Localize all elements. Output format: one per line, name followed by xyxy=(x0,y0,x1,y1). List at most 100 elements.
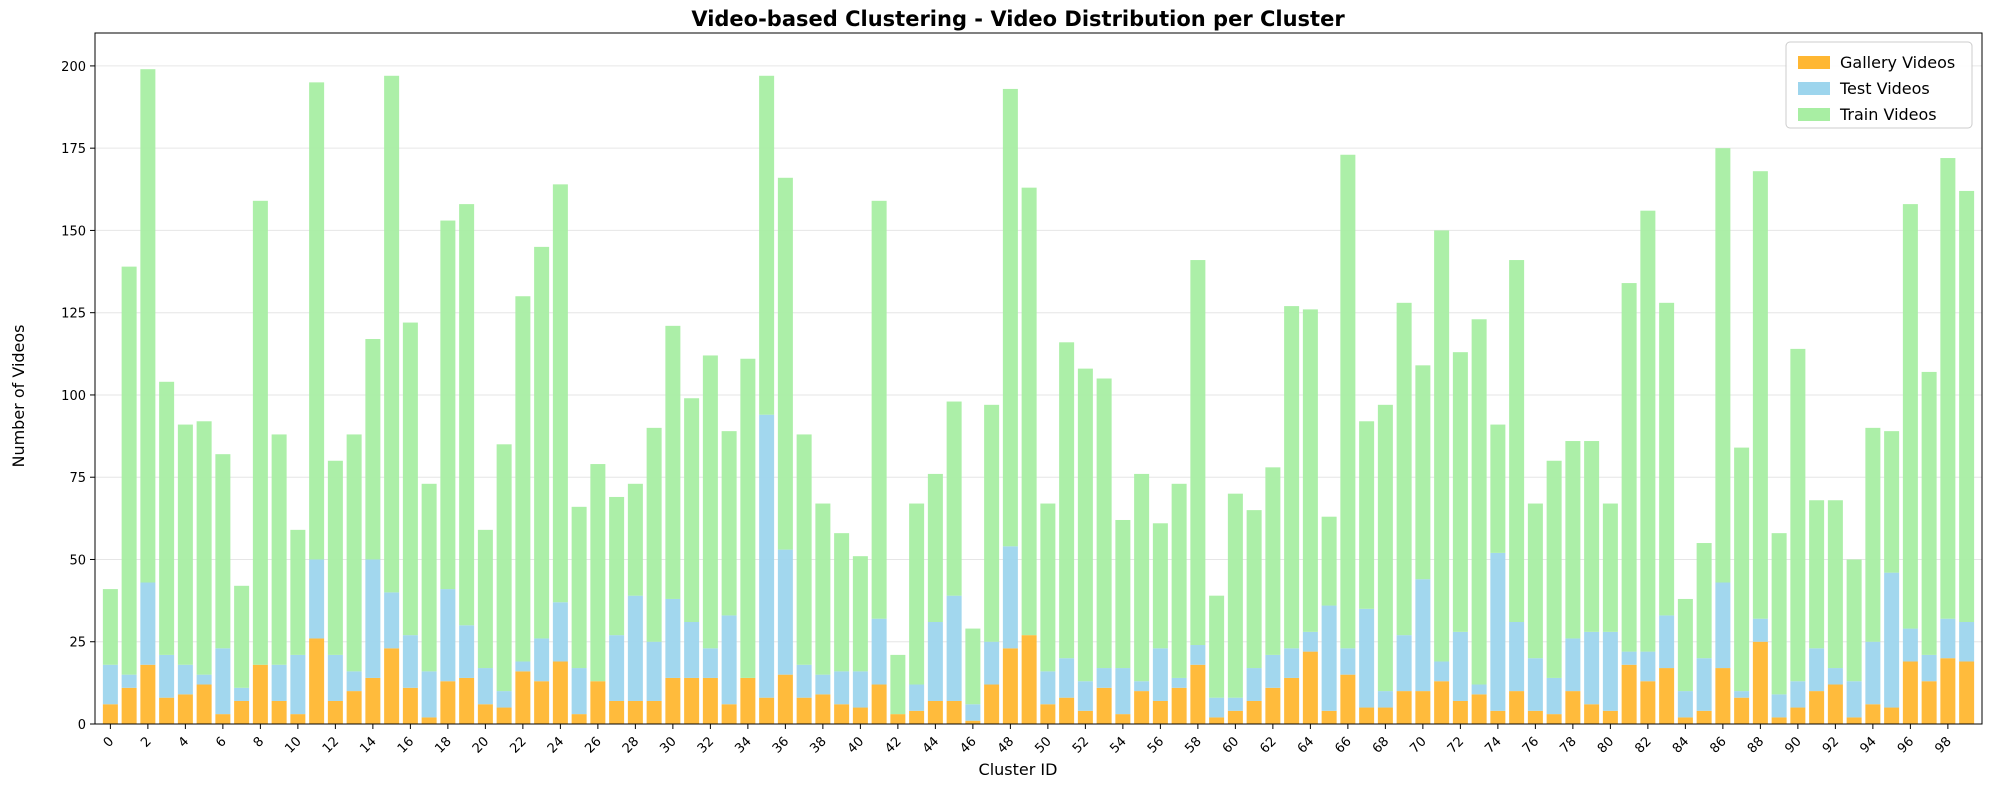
bar-test-videos xyxy=(965,704,981,721)
bar-gallery-videos xyxy=(177,694,193,724)
bar-gallery-videos xyxy=(1959,661,1975,724)
bar-gallery-videos xyxy=(215,714,231,724)
bar-train-videos xyxy=(177,424,193,665)
bar-gallery-videos xyxy=(1827,684,1843,724)
bar-train-videos xyxy=(1284,306,1300,649)
x-tick-label: 58 xyxy=(1182,734,1204,756)
bar-train-videos xyxy=(215,454,231,649)
bar-test-videos xyxy=(1752,618,1768,642)
bar-train-videos xyxy=(440,220,456,590)
bar-train-videos xyxy=(1902,204,1918,629)
bar-test-videos xyxy=(1509,621,1525,692)
bar-test-videos xyxy=(1884,572,1900,708)
x-tick-label: 26 xyxy=(582,734,604,756)
bar-train-videos xyxy=(159,381,175,655)
bar-test-videos xyxy=(402,635,418,688)
bar-gallery-videos xyxy=(234,700,250,724)
legend-label: Test Videos xyxy=(1839,79,1930,98)
bar-gallery-videos xyxy=(1359,707,1375,724)
bar-test-videos xyxy=(627,595,643,701)
bar-gallery-videos xyxy=(1377,707,1393,724)
bar-test-videos xyxy=(871,618,887,685)
bar-gallery-videos xyxy=(1340,674,1356,724)
bar-test-videos xyxy=(796,664,812,698)
bar-train-videos xyxy=(365,339,381,560)
bar-train-videos xyxy=(1846,559,1862,682)
bar-test-videos xyxy=(665,598,681,678)
bars xyxy=(102,69,1975,724)
bar-train-videos xyxy=(1227,493,1243,698)
bar-gallery-videos xyxy=(665,677,681,724)
bar-test-videos xyxy=(1415,579,1431,692)
bar-gallery-videos xyxy=(1846,717,1862,724)
bar-train-videos xyxy=(702,355,718,649)
bar-test-videos xyxy=(271,664,287,701)
x-tick-label: 98 xyxy=(1932,734,1954,756)
x-tick-label: 92 xyxy=(1820,734,1842,756)
bar-train-videos xyxy=(571,506,587,669)
bar-test-videos xyxy=(384,592,400,649)
bar-train-videos xyxy=(909,503,925,685)
bar-train-videos xyxy=(1396,302,1412,636)
bar-test-videos xyxy=(1827,668,1843,685)
bar-train-videos xyxy=(196,421,212,675)
bar-gallery-videos xyxy=(515,671,531,724)
y-tick-label: 200 xyxy=(61,60,86,75)
bar-test-videos xyxy=(1640,651,1656,682)
bar-test-videos xyxy=(1302,631,1318,652)
x-tick-label: 56 xyxy=(1145,734,1167,756)
bar-test-videos xyxy=(346,671,362,692)
y-axis-label: Number of Videos xyxy=(9,324,28,467)
x-tick-label: 78 xyxy=(1557,734,1579,756)
bar-train-videos xyxy=(496,444,512,692)
bar-test-videos xyxy=(984,641,1000,685)
bar-test-videos xyxy=(421,671,437,718)
x-tick-label: 18 xyxy=(432,734,454,756)
bar-test-videos xyxy=(946,595,962,701)
bar-train-videos xyxy=(290,529,306,655)
bar-test-videos xyxy=(1452,631,1468,701)
x-tick-label: 86 xyxy=(1707,734,1729,756)
bar-gallery-videos xyxy=(909,710,925,724)
bar-gallery-videos xyxy=(459,677,475,724)
bar-gallery-videos xyxy=(140,664,156,724)
x-tick-label: 54 xyxy=(1107,734,1129,756)
x-tick-label: 72 xyxy=(1445,734,1467,756)
bar-train-videos xyxy=(1415,365,1431,580)
bar-gallery-videos xyxy=(1321,710,1337,724)
bar-test-videos xyxy=(1565,638,1581,692)
bar-test-videos xyxy=(1152,648,1168,701)
bar-gallery-videos xyxy=(1134,691,1150,724)
bar-gallery-videos xyxy=(984,684,1000,724)
bar-train-videos xyxy=(346,434,362,672)
bar-gallery-videos xyxy=(627,700,643,724)
x-axis-label: Cluster ID xyxy=(979,760,1058,779)
bar-train-videos xyxy=(646,427,662,642)
x-tick-label: 60 xyxy=(1220,734,1242,756)
bar-gallery-videos xyxy=(327,700,343,724)
bar-train-videos xyxy=(1809,500,1825,649)
bar-train-videos xyxy=(1171,483,1187,678)
bar-train-videos xyxy=(552,184,568,603)
x-tick-label: 82 xyxy=(1632,734,1654,756)
bar-gallery-videos xyxy=(271,700,287,724)
x-tick-label: 0 xyxy=(101,734,117,750)
bar-train-videos xyxy=(1602,503,1618,632)
bar-train-videos xyxy=(759,75,775,415)
legend-label: Gallery Videos xyxy=(1840,53,1955,72)
bar-test-videos xyxy=(834,671,850,705)
bar-test-videos xyxy=(815,674,831,695)
bar-test-videos xyxy=(309,559,325,639)
bar-test-videos xyxy=(1434,661,1450,682)
x-tick-label: 76 xyxy=(1520,734,1542,756)
bar-test-videos xyxy=(1002,546,1018,649)
bar-gallery-videos xyxy=(252,664,268,724)
bar-gallery-videos xyxy=(1152,700,1168,724)
bar-test-videos xyxy=(440,589,456,682)
bar-train-videos xyxy=(1059,342,1075,659)
bar-gallery-videos xyxy=(477,704,493,724)
x-tick-label: 28 xyxy=(620,734,642,756)
bar-train-videos xyxy=(384,75,400,593)
bar-gallery-videos xyxy=(1509,691,1525,724)
bar-test-videos xyxy=(534,638,550,682)
